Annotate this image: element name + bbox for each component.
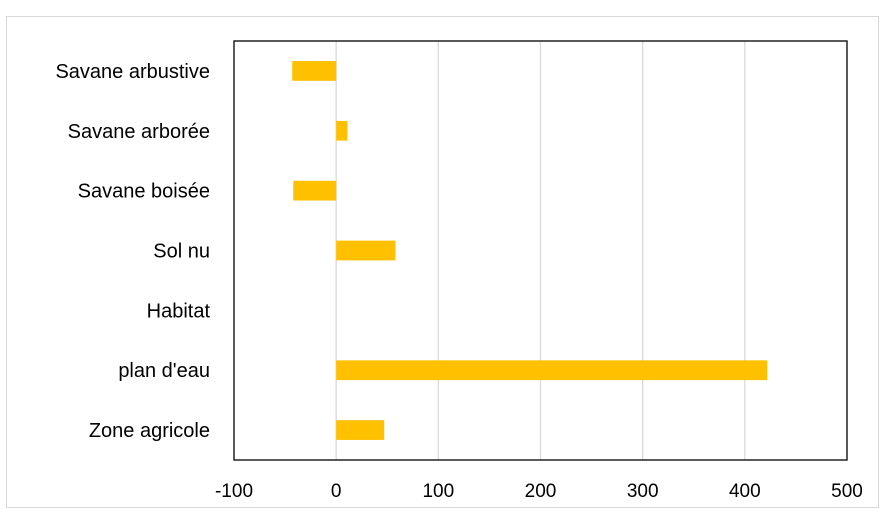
grid-lines — [335, 41, 746, 460]
bar-3 — [336, 240, 396, 261]
category-label: Savane arborée — [68, 121, 210, 143]
x-tick-label: 100 — [422, 481, 454, 502]
category-label: Savane boisée — [78, 181, 210, 203]
category-label: Savane arbustive — [55, 61, 210, 83]
chart-area — [6, 16, 879, 508]
x-tick-label: 0 — [331, 481, 342, 502]
bars — [292, 61, 768, 440]
bar-1 — [336, 120, 348, 141]
x-tick-labels: -100 0 100 200 300 400 500 — [215, 481, 863, 502]
bar-5 — [336, 360, 768, 381]
bar-6 — [336, 420, 385, 440]
x-tick-label: -100 — [215, 481, 253, 502]
bar-0 — [292, 61, 337, 81]
plot-border — [233, 40, 848, 461]
category-labels: Savane arbustive Savane arborée Savane boi… — [55, 61, 210, 442]
x-tick-label: 500 — [831, 481, 863, 502]
x-tick-label: 400 — [729, 481, 761, 502]
category-label: Zone agricole — [89, 420, 210, 442]
x-tick-label: 200 — [525, 481, 557, 502]
category-label: Habitat — [147, 300, 211, 322]
category-label: Sol nu — [153, 241, 210, 263]
bar-2 — [293, 180, 337, 201]
category-label: plan d'eau — [118, 360, 210, 382]
x-tick-label: 300 — [627, 481, 659, 502]
